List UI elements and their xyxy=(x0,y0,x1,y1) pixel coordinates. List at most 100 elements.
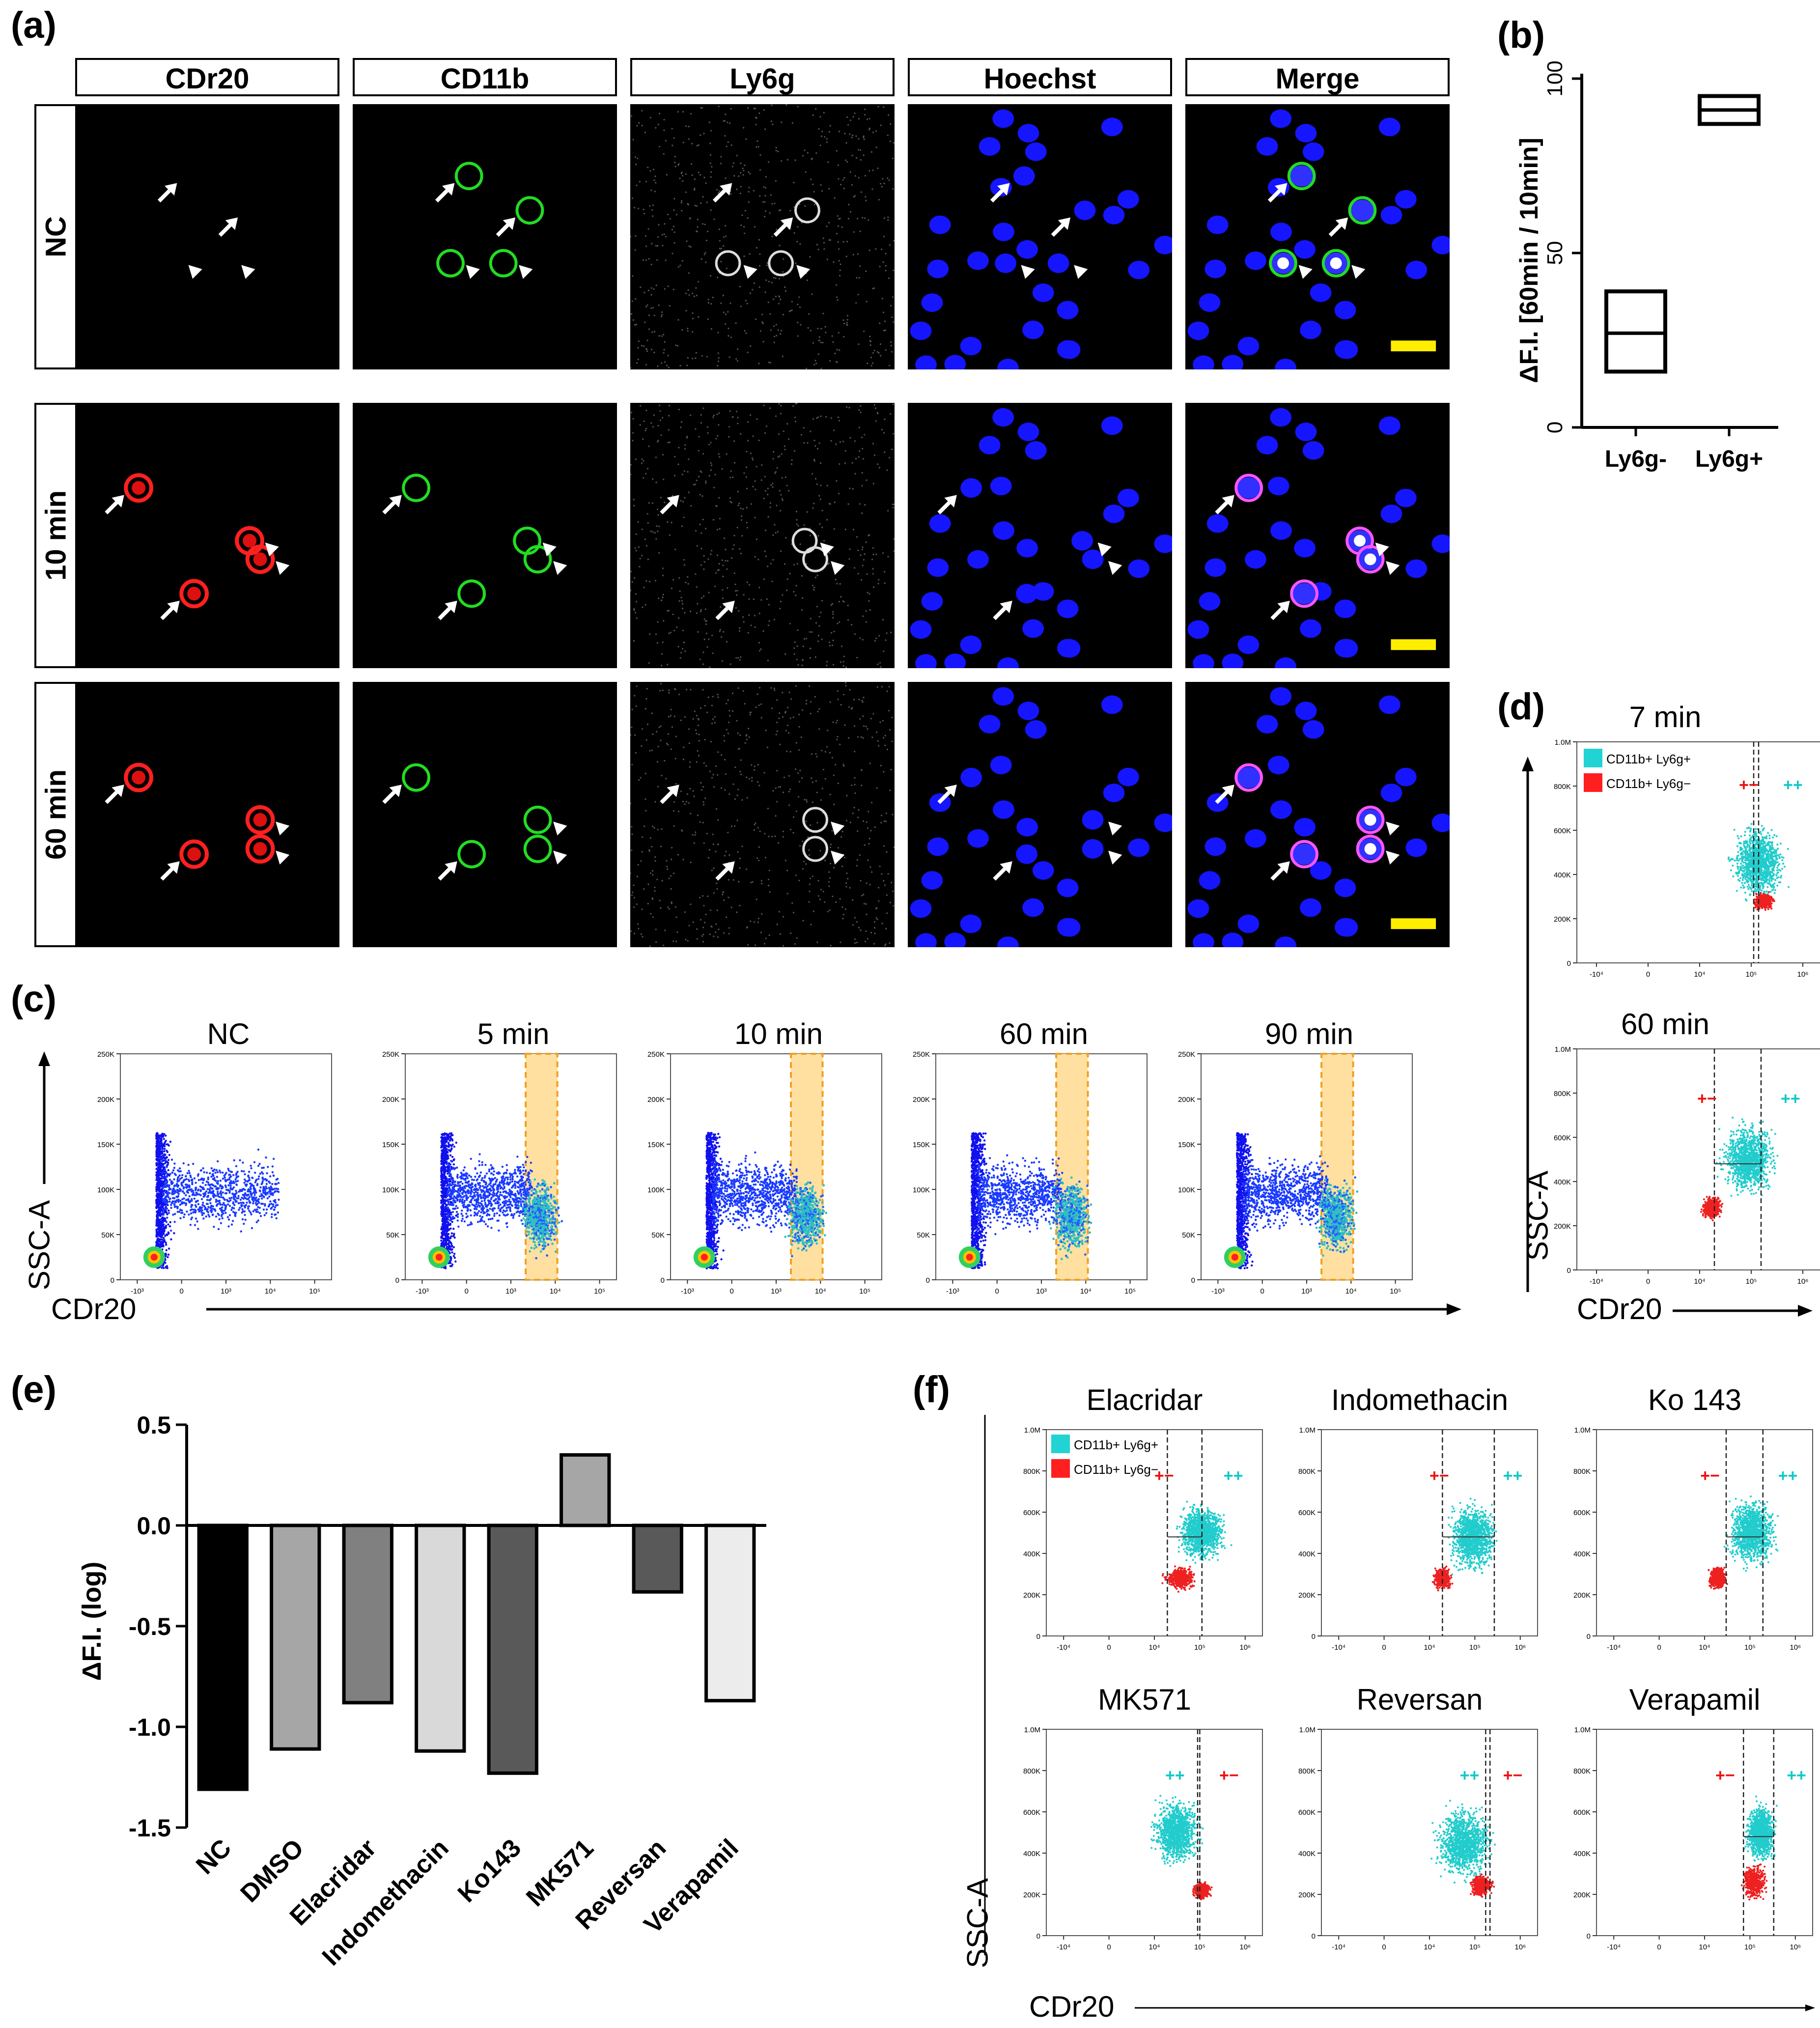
panel-d-gate-pm-1: +− xyxy=(1697,1090,1717,1108)
y-tick-label: 150K xyxy=(1178,1141,1195,1149)
y-tick-label: 200K xyxy=(1298,1591,1316,1600)
panel-e-y-tick-4: -1.5 xyxy=(129,1814,171,1842)
x-tick-label: 10⁴ xyxy=(1345,1287,1357,1296)
panel-e-bar-elacridar xyxy=(342,1523,393,1705)
y-tick-label: 100K xyxy=(382,1186,399,1194)
y-tick-label: 600K xyxy=(1554,1134,1571,1142)
y-tick-label: 1.0M xyxy=(1574,1726,1591,1734)
y-tick-label: 0 xyxy=(1567,1267,1571,1275)
y-tick-label: 800K xyxy=(1023,1467,1040,1476)
x-tick-label: 10⁴ xyxy=(815,1287,826,1296)
x-tick-label: 0 xyxy=(1382,1643,1386,1652)
x-tick-label: 10⁵ xyxy=(859,1287,870,1296)
y-tick-label: 400K xyxy=(1573,1550,1591,1558)
micrograph-nc-merge xyxy=(1185,104,1450,369)
panel-f-flow-plot-5: 1.0M 800K 600K 400K 200K 0 -10⁴ 0 10⁴ 10⁵ 10⁶ +− ++ xyxy=(1542,1724,1820,1972)
panel-f-gate-pp-3: ++ xyxy=(1165,1766,1185,1785)
panel-d-gate-pp-1: ++ xyxy=(1781,1090,1800,1108)
panel-c-title-2: 10 min xyxy=(671,1017,887,1051)
x-tick-label: 10⁵ xyxy=(1744,1643,1756,1652)
x-tick-label: -10³ xyxy=(946,1287,959,1296)
column-header-cdr20: CDr20 xyxy=(75,58,339,96)
y-tick-label: 100K xyxy=(913,1186,930,1194)
y-tick-label: 250K xyxy=(913,1050,930,1059)
panel-f-title-4: Reversan xyxy=(1307,1683,1533,1717)
y-tick-label: 150K xyxy=(913,1141,930,1149)
panel-e-y-tick-0: 0.5 xyxy=(137,1411,171,1439)
panel-d-legend-swatch-1 xyxy=(1584,773,1602,792)
x-tick-label: 10⁴ xyxy=(550,1287,561,1296)
x-tick-label: 10⁵ xyxy=(1744,1943,1756,1951)
y-tick-label: 600K xyxy=(1573,1808,1591,1817)
panel-f-gate-pm-1: +− xyxy=(1429,1466,1449,1485)
panel-f-title-2: Ko 143 xyxy=(1582,1383,1808,1417)
panel-e-x-tick-3: Indomethacin xyxy=(317,1833,454,1971)
x-tick-label: 10⁶ xyxy=(1797,970,1809,979)
panel-e-bar-verapamil xyxy=(704,1523,756,1703)
y-tick-label: 200K xyxy=(1023,1591,1040,1600)
panel-label-c: (c) xyxy=(11,978,56,1020)
y-tick-label: 250K xyxy=(382,1050,399,1059)
panel-c-title-3: 60 min xyxy=(936,1017,1152,1051)
panel-d-flow-plot-0: 1.0M 800K 600K 400K 200K 0 -10⁴ 0 10⁴ 10⁵ 10⁶ +− ++ C… xyxy=(1523,737,1820,1000)
y-tick-label: 50K xyxy=(651,1231,665,1239)
y-tick-label: 1.0M xyxy=(1299,1426,1316,1435)
y-tick-label: 400K xyxy=(1298,1850,1316,1858)
x-tick-label: 10⁵ xyxy=(1746,970,1757,979)
x-tick-label: -10³ xyxy=(416,1287,429,1296)
panel-e-x-tick-0: NC xyxy=(191,1833,237,1880)
x-tick-label: -10⁴ xyxy=(1332,1643,1345,1652)
panel-e-y-tick-2: -0.5 xyxy=(129,1613,171,1640)
y-tick-label: 1.0M xyxy=(1574,1426,1591,1435)
y-tick-label: 600K xyxy=(1298,1509,1316,1517)
panel-b-y-tick: 0 xyxy=(1543,422,1567,433)
y-tick-label: 200K xyxy=(1554,915,1571,924)
y-tick-label: 1.0M xyxy=(1024,1426,1040,1435)
y-tick-label: 800K xyxy=(1298,1467,1316,1476)
y-tick-label: 100K xyxy=(647,1186,665,1194)
y-tick-label: 150K xyxy=(382,1141,399,1149)
micrograph-nc-hoechst xyxy=(908,104,1172,369)
row-header-nc: NC xyxy=(34,104,78,369)
x-tick-label: 0 xyxy=(1107,1643,1111,1652)
panel-b-box-0 xyxy=(1604,289,1667,374)
x-tick-label: 0 xyxy=(180,1287,184,1296)
panel-b-x-tick-1: Ly6g+ xyxy=(1695,446,1763,472)
panel-e-bar-chart: ΔF.I. (log) 0.50.0-0.5-1.0-1.5NCDMSOElac… xyxy=(77,1411,766,1972)
panel-d-legend-label-0: CD11b+ Ly6g+ xyxy=(1606,752,1691,766)
column-header-cd11b: CD11b xyxy=(353,58,617,96)
y-tick-label: 600K xyxy=(1023,1509,1040,1517)
panel-c-flow-plot-3: 250K 200K 150K 100K 50K 0 -10³ 0 10³ 10⁴ 10⁵ xyxy=(882,1049,1157,1317)
row-header-10min: 10 min xyxy=(34,403,78,668)
panel-f-title-3: MK571 xyxy=(1032,1683,1258,1717)
panel-c-title-0: NC xyxy=(120,1017,336,1051)
panel-label-f: (f) xyxy=(913,1368,950,1411)
panel-f-legend-label-1: CD11b+ Ly6g− xyxy=(1074,1462,1158,1477)
column-header-merge: Merge xyxy=(1185,58,1450,96)
panel-f-y-axis-arrow xyxy=(984,1415,986,1955)
y-tick-label: 50K xyxy=(1182,1231,1195,1239)
panel-f-gate-pp-4: ++ xyxy=(1460,1766,1480,1785)
x-tick-label: 10⁵ xyxy=(309,1287,320,1296)
panel-b-box-chart: ΔF.I. [60min / 10min] 0 50 100 Ly6g- Ly6g+ xyxy=(1515,60,1778,472)
x-tick-label: 10⁵ xyxy=(1194,1943,1205,1951)
y-tick-label: 800K xyxy=(1573,1467,1591,1476)
panel-f-gate-pm-4: +− xyxy=(1503,1766,1523,1785)
panel-b-y-axis-label: ΔF.I. [60min / 10min] xyxy=(1515,138,1543,383)
panel-f-x-axis-arrow xyxy=(1135,2004,1815,2011)
panel-e-bar-indomethacin xyxy=(415,1523,466,1753)
x-tick-label: 10³ xyxy=(1301,1287,1312,1296)
panel-e-bar-reversan xyxy=(632,1523,683,1594)
x-tick-label: 0 xyxy=(1260,1287,1264,1296)
micrograph-nc-ly6g xyxy=(630,104,895,369)
y-tick-label: 250K xyxy=(97,1050,114,1059)
y-tick-label: 400K xyxy=(1023,1850,1040,1858)
x-tick-label: 0 xyxy=(1646,970,1650,979)
y-tick-label: 200K xyxy=(1023,1891,1040,1899)
y-tick-label: 250K xyxy=(1178,1050,1195,1059)
x-tick-label: 10⁶ xyxy=(1239,1643,1251,1652)
panel-e-bar-dmso xyxy=(270,1523,321,1751)
x-tick-label: 10⁴ xyxy=(265,1287,276,1296)
panel-d-x-axis-arrow xyxy=(1673,1305,1813,1317)
y-tick-label: 0 xyxy=(661,1276,665,1285)
